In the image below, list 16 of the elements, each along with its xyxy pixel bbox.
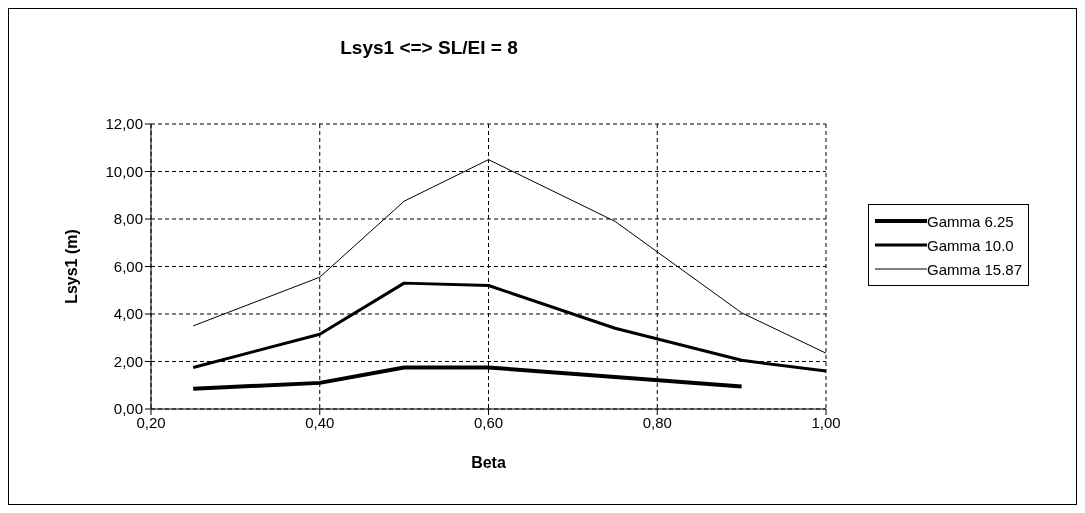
y-tick-label: 12,00 bbox=[105, 115, 143, 133]
x-tick-label: 0,80 bbox=[642, 413, 672, 431]
chart-title: Lsys1 <=> SL/EI = 8 bbox=[339, 37, 519, 59]
y-axis-title: Lsys1 (m) bbox=[62, 229, 80, 304]
y-tick-label: 6,00 bbox=[113, 257, 143, 275]
legend-label: Gamma 15.87 bbox=[927, 260, 1023, 278]
x-tick-label: 1,00 bbox=[811, 413, 841, 431]
legend-label: Gamma 10.0 bbox=[927, 236, 1014, 254]
y-tick-label: 10,00 bbox=[105, 162, 143, 180]
x-tick-label: 0,40 bbox=[305, 413, 335, 431]
y-tick-label: 8,00 bbox=[113, 210, 143, 228]
y-tick-label: 4,00 bbox=[113, 305, 143, 323]
legend-label: Gamma 6.25 bbox=[927, 212, 1014, 230]
x-axis-title: Beta bbox=[471, 454, 506, 472]
x-tick-label: 0,60 bbox=[473, 413, 504, 431]
y-tick-label: 2,00 bbox=[113, 352, 143, 370]
